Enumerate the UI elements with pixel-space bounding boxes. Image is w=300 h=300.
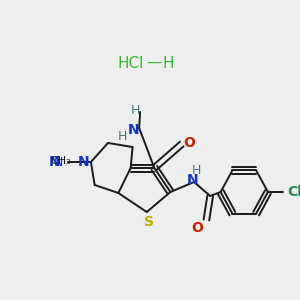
Text: N: N bbox=[128, 123, 139, 137]
Text: S: S bbox=[144, 215, 154, 229]
Text: HCl: HCl bbox=[118, 56, 144, 70]
Text: H: H bbox=[192, 164, 202, 176]
Text: Cl: Cl bbox=[287, 185, 300, 199]
Text: N: N bbox=[54, 155, 63, 169]
Text: O: O bbox=[191, 221, 203, 235]
Text: N: N bbox=[49, 155, 61, 169]
Text: CH₃: CH₃ bbox=[50, 156, 71, 166]
Text: N: N bbox=[77, 155, 89, 169]
Text: H: H bbox=[117, 130, 127, 142]
Text: —: — bbox=[146, 55, 161, 70]
Text: H: H bbox=[131, 103, 140, 116]
Text: O: O bbox=[183, 136, 195, 150]
Text: N: N bbox=[186, 173, 198, 187]
Text: H: H bbox=[163, 56, 174, 70]
